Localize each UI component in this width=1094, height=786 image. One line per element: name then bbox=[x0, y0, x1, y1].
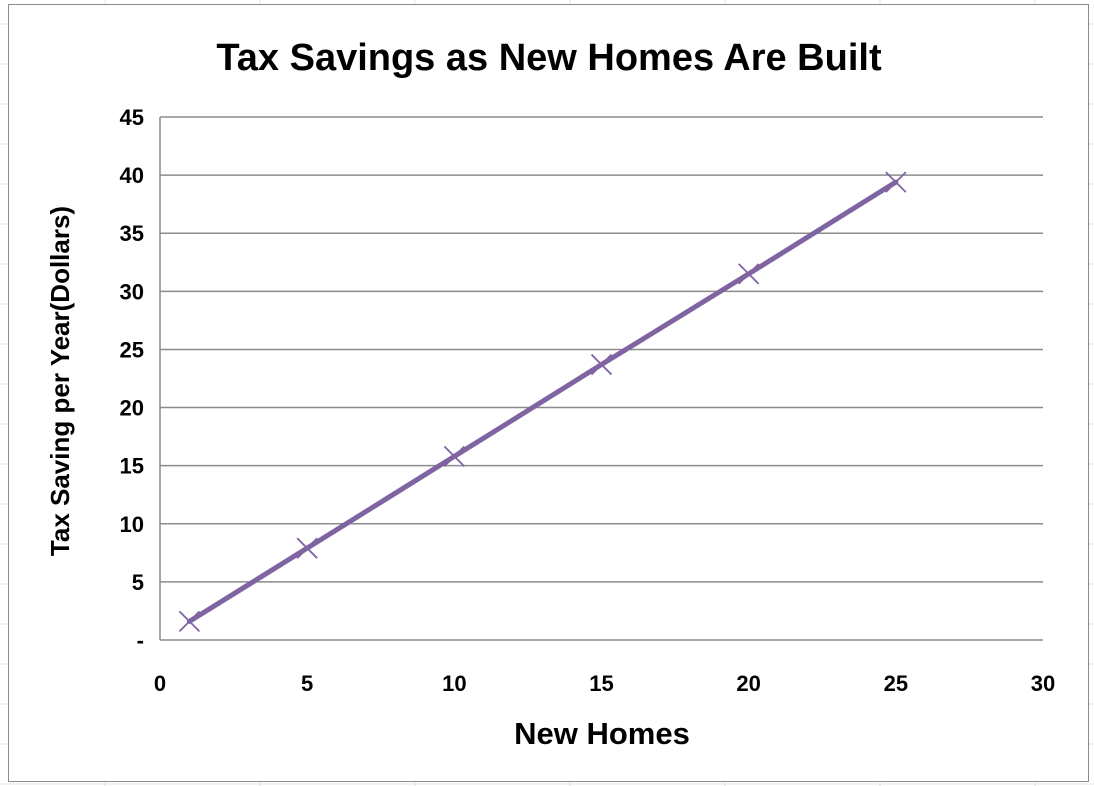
y-tick-label: - bbox=[137, 628, 144, 653]
x-tick-label: 30 bbox=[1031, 671, 1055, 696]
y-tick-label: 25 bbox=[120, 337, 144, 362]
chart-title: Tax Savings as New Homes Are Built bbox=[216, 37, 882, 79]
y-tick-labels: - 5 10 15 20 25 30 35 40 45 bbox=[120, 105, 144, 653]
x-axis-label: New Homes bbox=[514, 716, 690, 751]
series-line bbox=[186, 179, 899, 624]
data-point-marker bbox=[296, 537, 318, 559]
y-tick-label: 10 bbox=[120, 512, 144, 537]
x-tick-label: 25 bbox=[884, 671, 908, 696]
y-tick-label: 20 bbox=[120, 396, 144, 421]
data-point-marker bbox=[443, 445, 465, 468]
y-tick-label: 40 bbox=[120, 163, 144, 188]
x-tick-label: 15 bbox=[589, 671, 613, 696]
data-point-marker bbox=[590, 353, 613, 376]
series-layer bbox=[178, 171, 907, 633]
x-tick-label: 0 bbox=[154, 671, 166, 696]
y-tick-label: 45 bbox=[120, 105, 144, 130]
y-tick-label: 30 bbox=[120, 279, 144, 304]
chart-area[interactable] bbox=[8, 4, 1089, 782]
y-tick-label: 35 bbox=[120, 221, 144, 246]
data-point-marker bbox=[178, 610, 201, 633]
x-tick-label: 5 bbox=[301, 671, 313, 696]
x-tick-label: 20 bbox=[736, 671, 760, 696]
data-point-marker bbox=[885, 171, 907, 193]
y-gridlines bbox=[160, 116, 1043, 583]
y-tick-label: 5 bbox=[132, 570, 144, 595]
x-tick-labels: 0 5 10 15 20 25 30 bbox=[154, 671, 1055, 696]
x-tick-label: 10 bbox=[442, 671, 466, 696]
y-axis-label: Tax Saving per Year(Dollars) bbox=[45, 206, 75, 556]
data-point-marker bbox=[738, 263, 760, 285]
y-tick-label: 15 bbox=[120, 454, 144, 479]
